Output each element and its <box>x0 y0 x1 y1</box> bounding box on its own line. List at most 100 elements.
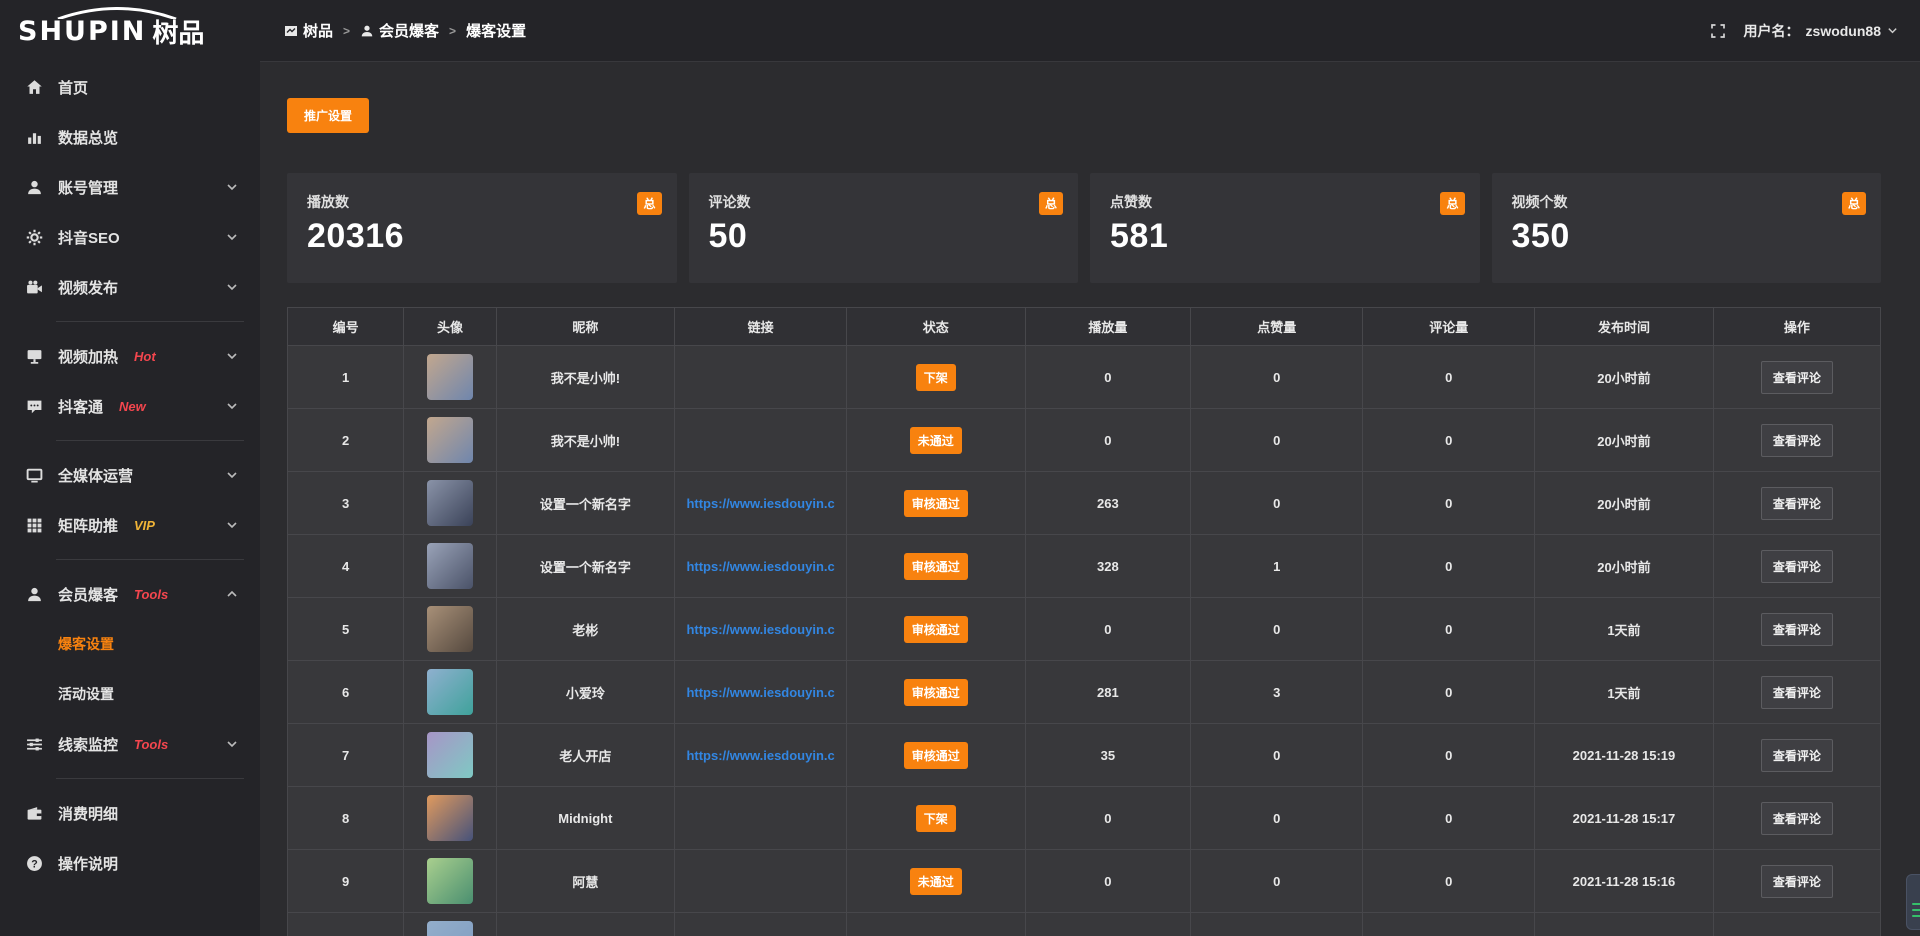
username: zswodun88 <box>1805 22 1881 39</box>
avatar <box>426 606 473 652</box>
video-link[interactable]: https://www.iesdouyin.c <box>686 684 835 700</box>
fullscreen-icon[interactable] <box>1710 23 1726 39</box>
cell-id: 4 <box>286 534 405 598</box>
sidebar-item-tag: Hot <box>134 348 156 364</box>
cell-action: 查看评论 <box>1712 471 1882 535</box>
sidebar-item-matrix-boost[interactable]: 矩阵助推 VIP <box>0 500 260 550</box>
cell-comments: 0 <box>1362 660 1536 724</box>
chevron-down-icon <box>226 519 238 531</box>
cell-plays: 281 <box>1024 660 1192 724</box>
table-header-cell: 编号 <box>286 307 405 346</box>
sidebar-item-label: 全媒体运营 <box>58 467 134 485</box>
sidebar-item-account-management[interactable]: 账号管理 <box>0 162 260 212</box>
chevron-down-icon <box>1887 25 1898 36</box>
floating-widget[interactable] <box>1906 874 1920 930</box>
cell-avatar <box>403 723 497 787</box>
content: 推广设置 播放数 总 20316 评论数 总 50 点赞数 总 581 视频个数… <box>260 62 1920 936</box>
sidebar-item-douketong[interactable]: 抖客通 New <box>0 381 260 431</box>
view-comments-button[interactable]: 查看评论 <box>1760 675 1833 709</box>
cell-avatar <box>403 471 497 535</box>
wallet-icon <box>26 805 43 822</box>
cell-time: 2021-11-28 15:17 <box>1534 786 1714 850</box>
sidebar-item-label: 账号管理 <box>58 179 119 197</box>
view-comments-button[interactable]: 查看评论 <box>1760 864 1833 898</box>
chevron-down-icon <box>226 281 238 293</box>
cell-plays <box>1024 912 1192 936</box>
cell-likes: 0 <box>1190 597 1364 661</box>
stat-cards: 播放数 总 20316 评论数 总 50 点赞数 总 581 视频个数 总 35… <box>287 173 1881 283</box>
cell-avatar <box>403 597 497 661</box>
logo[interactable]: SHUPIN 树品 <box>0 0 260 62</box>
view-comments-button[interactable]: 查看评论 <box>1760 423 1833 457</box>
stat-card: 点赞数 总 581 <box>1090 173 1480 283</box>
sidebar-item-label: 数据总览 <box>58 129 119 147</box>
user-icon <box>26 586 43 603</box>
stat-total-badge: 总 <box>1038 192 1063 215</box>
cell-status: 未通过 <box>846 408 1026 472</box>
cell-likes: 0 <box>1190 471 1364 535</box>
video-icon <box>26 279 43 296</box>
avatar <box>426 795 473 841</box>
table-header-row: 编号 头像 昵称 链接 状态 播放量 点赞量 评论量 发布时间 操作 <box>286 307 1882 346</box>
table-header-cell: 评论量 <box>1362 307 1536 346</box>
cell-link <box>674 912 848 936</box>
sidebar-item-consumption-details[interactable]: 消费明细 <box>0 788 260 838</box>
breadcrumb-item[interactable]: 爆客设置 <box>466 23 527 40</box>
table-row: 7 老人开店 https://www.iesdouyin.c 审核通过 35 0… <box>286 723 1882 787</box>
stat-value: 50 <box>708 217 748 255</box>
sidebar-item-all-media-operation[interactable]: 全媒体运营 <box>0 450 260 500</box>
table-header-cell: 播放量 <box>1024 307 1192 346</box>
cell-id <box>286 912 405 936</box>
main-area: 树品 > 会员爆客 > 爆客设置 用户名： zswodun88 推广设置 播放数 总 20… <box>260 0 1920 936</box>
video-link[interactable]: https://www.iesdouyin.c <box>686 558 835 574</box>
cell-nickname: 老人开店 <box>495 723 676 787</box>
view-comments-button[interactable]: 查看评论 <box>1760 612 1833 646</box>
table-row: 5 老彬 https://www.iesdouyin.c 审核通过 0 0 0 … <box>286 597 1882 661</box>
table-row: 4 设置一个新名字 https://www.iesdouyin.c 审核通过 3… <box>286 534 1882 598</box>
sidebar-item-data-overview[interactable]: 数据总览 <box>0 112 260 162</box>
breadcrumb-item[interactable]: 树品 <box>284 20 333 41</box>
grid-icon <box>26 517 43 534</box>
sidebar-item-video-publish[interactable]: 视频发布 <box>0 262 260 312</box>
cell-likes: 0 <box>1190 723 1364 787</box>
cell-likes: 0 <box>1190 849 1364 913</box>
breadcrumb-item[interactable]: 会员爆客 <box>360 20 439 41</box>
cell-status: 审核通过 <box>846 597 1026 661</box>
dashboard-icon <box>284 24 298 38</box>
cell-time: 2021-11-28 15:16 <box>1534 849 1714 913</box>
view-comments-button[interactable]: 查看评论 <box>1760 549 1833 583</box>
view-comments-button[interactable]: 查看评论 <box>1760 486 1833 520</box>
sidebar-subitem-baoke-settings[interactable]: 爆客设置 <box>58 636 114 652</box>
cell-status: 审核通过 <box>846 534 1026 598</box>
sidebar-item-operation-guide[interactable]: ? 操作说明 <box>0 838 260 888</box>
cell-action: 查看评论 <box>1712 345 1882 409</box>
cell-status: 审核通过 <box>846 471 1026 535</box>
view-comments-button[interactable]: 查看评论 <box>1760 360 1833 394</box>
cell-likes: 0 <box>1190 786 1364 850</box>
cell-comments: 0 <box>1362 723 1536 787</box>
video-link[interactable]: https://www.iesdouyin.c <box>686 747 835 763</box>
sidebar-item-home[interactable]: 首页 <box>0 62 260 112</box>
cell-link <box>674 849 848 913</box>
video-link[interactable]: https://www.iesdouyin.c <box>686 495 835 511</box>
sidebar-subitem-activity-settings[interactable]: 活动设置 <box>58 686 114 702</box>
view-comments-button[interactable]: 查看评论 <box>1760 801 1833 835</box>
question-icon: ? <box>26 855 43 872</box>
chevron-down-icon <box>226 350 238 362</box>
sidebar-item-douyin-seo[interactable]: 抖音SEO <box>0 212 260 262</box>
cell-action: 查看评论 <box>1712 597 1882 661</box>
table-header-cell: 头像 <box>403 307 497 346</box>
view-comments-button[interactable]: 查看评论 <box>1760 738 1833 772</box>
sidebar-item-video-heating[interactable]: 视频加热 Hot <box>0 331 260 381</box>
sidebar-item-clue-monitor[interactable]: 线索监控 Tools <box>0 719 260 769</box>
video-link[interactable]: https://www.iesdouyin.c <box>686 621 835 637</box>
promo-settings-button[interactable]: 推广设置 <box>287 98 370 133</box>
table-row: 3 设置一个新名字 https://www.iesdouyin.c 审核通过 2… <box>286 471 1882 535</box>
sidebar-divider <box>56 321 244 322</box>
sidebar-item-member-baoke[interactable]: 会员爆客 Tools <box>0 569 260 619</box>
status-badge: 下架 <box>915 363 956 391</box>
user-menu[interactable]: 用户名： zswodun88 <box>1744 21 1898 41</box>
cell-action: 查看评论 <box>1712 408 1882 472</box>
cell-comments: 0 <box>1362 534 1536 598</box>
cell-link: https://www.iesdouyin.c <box>674 471 848 535</box>
